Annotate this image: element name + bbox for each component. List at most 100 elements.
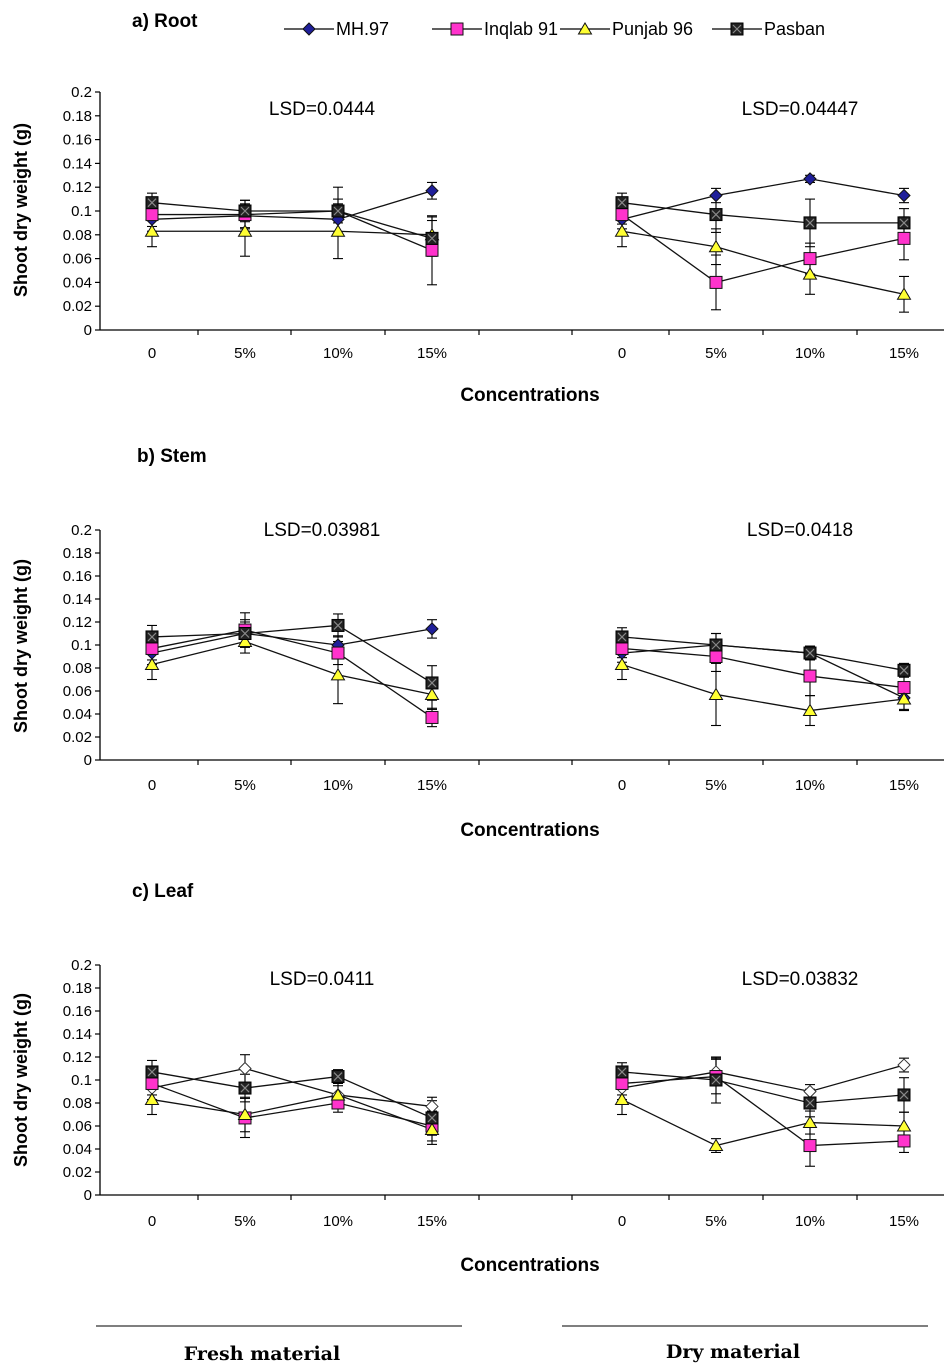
chart-panel: b) Stem 0 0.02 0.04 0.06 0.08 0.1 0.12 0.14 0.16 0… xyxy=(11,446,944,841)
data-point xyxy=(615,208,629,222)
data-point xyxy=(238,204,252,218)
x-tick-label: 15% xyxy=(889,777,919,794)
x-tick-label: 10% xyxy=(323,777,353,794)
y-tick-label: 0.16 xyxy=(63,132,92,149)
series xyxy=(617,627,909,678)
y-tick-label: 0 xyxy=(84,1187,92,1204)
x-tick-label: 5% xyxy=(705,345,727,362)
x-tick-label: 10% xyxy=(795,777,825,794)
data-point xyxy=(802,267,818,280)
x-tick-label: 0 xyxy=(618,777,626,794)
data-point xyxy=(238,627,252,640)
series-line xyxy=(151,1071,433,1119)
data-point xyxy=(237,224,253,237)
data-point xyxy=(330,1087,346,1101)
data-point xyxy=(331,646,345,660)
series-line xyxy=(621,1098,905,1147)
y-tick-label: 0 xyxy=(84,752,92,769)
panel-title: c) Leaf xyxy=(132,881,194,902)
data-point xyxy=(897,681,911,695)
series xyxy=(147,613,437,701)
legend-item: MH.97 xyxy=(284,19,389,39)
data-point xyxy=(709,638,723,652)
series-markers xyxy=(145,1065,439,1125)
data-point xyxy=(331,618,345,632)
data-point xyxy=(425,243,439,257)
data-point xyxy=(803,252,817,266)
series-line xyxy=(151,190,433,220)
series-line xyxy=(621,1075,905,1147)
series xyxy=(147,181,437,235)
series-line xyxy=(151,1067,433,1108)
data-point xyxy=(897,216,911,230)
y-tick-label: 0.06 xyxy=(63,251,92,268)
panel-group: 0 5% 10% 15% LSD=0.03832 xyxy=(614,969,919,1230)
series-line xyxy=(621,663,905,712)
data-point xyxy=(145,630,159,644)
series-markers xyxy=(145,196,439,245)
legend-label: Inqlab 91 xyxy=(484,19,558,39)
y-tick-label: 0.16 xyxy=(63,568,92,585)
data-point xyxy=(145,208,159,222)
x-tick-label: 0 xyxy=(148,777,156,794)
x-tick-label: 5% xyxy=(234,1213,256,1230)
lsd-label: LSD=0.03832 xyxy=(742,969,859,990)
x-axis-label: Concentrations xyxy=(460,385,599,406)
y-tick-label: 0.2 xyxy=(71,84,92,101)
data-point xyxy=(425,676,439,690)
series xyxy=(617,204,909,311)
data-point xyxy=(615,630,629,644)
data-point xyxy=(709,275,723,289)
data-point xyxy=(615,1076,629,1090)
data-point xyxy=(145,1065,159,1079)
data-point xyxy=(425,184,439,198)
x-tick-label: 5% xyxy=(234,345,256,362)
data-point xyxy=(802,703,818,717)
x-tick-label: 15% xyxy=(889,1213,919,1230)
series xyxy=(617,649,909,727)
data-point xyxy=(425,710,439,724)
y-tick-label: 0.08 xyxy=(63,660,92,677)
y-tick-label: 0.06 xyxy=(63,683,92,700)
data-point xyxy=(424,1122,440,1135)
y-tick-label: 0.04 xyxy=(63,706,92,723)
data-point xyxy=(331,204,345,218)
series-line xyxy=(151,1094,433,1131)
y-tick-label: 0.06 xyxy=(63,1118,92,1135)
series-line xyxy=(151,629,433,718)
data-point xyxy=(144,224,160,237)
y-tick-label: 0.2 xyxy=(71,957,92,974)
y-tick-label: 0.1 xyxy=(71,637,92,654)
series-line xyxy=(621,647,905,689)
lsd-label: LSD=0.03981 xyxy=(264,520,381,541)
series xyxy=(617,215,909,313)
x-tick-label: 15% xyxy=(889,345,919,362)
series xyxy=(147,203,437,260)
data-point xyxy=(897,1058,911,1072)
series-line xyxy=(621,636,905,671)
series xyxy=(617,174,909,230)
data-point xyxy=(425,231,439,245)
legend-marker-triangle xyxy=(577,22,593,35)
x-tick-label: 10% xyxy=(795,345,825,362)
y-axis-label: Shoot dry weight (g) xyxy=(11,559,31,733)
data-point xyxy=(708,239,724,253)
y-tick-label: 0.12 xyxy=(63,179,92,196)
y-tick-label: 0.1 xyxy=(71,203,92,220)
series-markers xyxy=(144,1087,440,1135)
lsd-label: LSD=0.0411 xyxy=(270,969,375,990)
series xyxy=(617,1056,909,1118)
series-line xyxy=(621,214,905,284)
data-point xyxy=(237,634,253,648)
legend-label: Punjab 96 xyxy=(612,19,693,39)
data-point xyxy=(897,188,911,203)
data-point xyxy=(803,172,817,186)
data-point xyxy=(144,1092,160,1106)
series xyxy=(617,192,909,248)
x-tick-label: 0 xyxy=(148,345,156,362)
x-tick-label: 5% xyxy=(234,777,256,794)
panel-group: 0 5% 10% 15% LSD=0.0411 xyxy=(144,969,447,1230)
series-markers xyxy=(144,634,440,700)
panel-group: 0 5% 10% 15% LSD=0.03981 xyxy=(144,520,447,794)
